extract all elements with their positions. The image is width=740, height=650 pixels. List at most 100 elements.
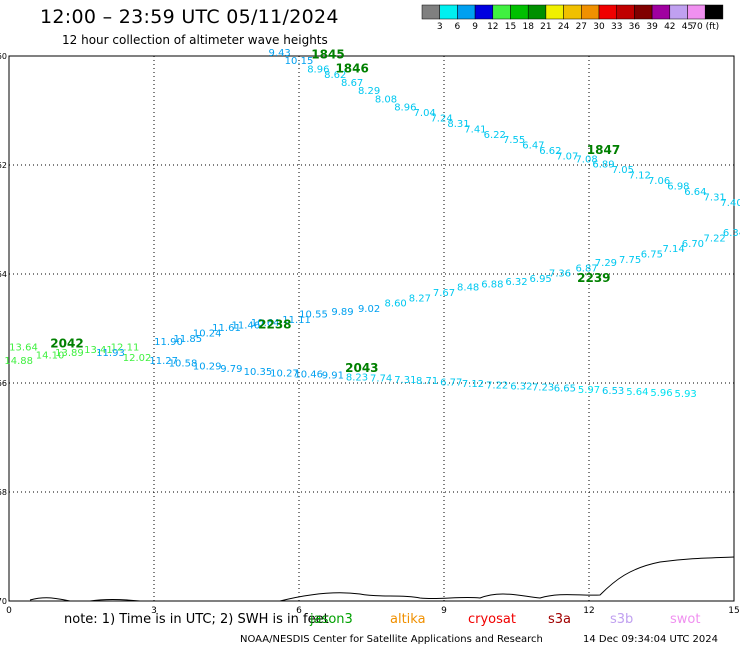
- wave-height-label: 7.06: [648, 176, 670, 187]
- wave-height-label: 6.47: [522, 141, 544, 152]
- pass-time-label: 2238: [258, 318, 291, 332]
- colorbar-swatch: [527, 4, 547, 20]
- credit-line: NOAA/NESDIS Center for Satellite Applica…: [240, 634, 543, 645]
- colorbar-swatch: [457, 4, 476, 20]
- colorbar-label: 42: [664, 22, 675, 32]
- wave-height-label: 6.53: [602, 386, 624, 397]
- wave-height-label: 7.40: [720, 198, 740, 209]
- wave-height-label: 5.93: [675, 389, 697, 400]
- wave-height-label: 8.27: [409, 293, 431, 304]
- wave-height-label: 7.14: [662, 244, 684, 255]
- colorbar-swatch: [581, 4, 600, 20]
- colorbar-swatch: [704, 4, 724, 20]
- colorbar-label: 45: [682, 22, 693, 32]
- colorbar-label: 3: [437, 22, 443, 32]
- colorbar-label: 6: [455, 22, 461, 32]
- pass-time-label: 2042: [50, 337, 83, 351]
- map-grid: [9, 56, 734, 601]
- wave-height-label: 8.96: [394, 103, 416, 114]
- wave-height-label: 9.02: [358, 304, 380, 315]
- colorbar-label: 21: [540, 22, 551, 32]
- wave-height-label: 8.31: [447, 119, 469, 130]
- colorbar-label: 27: [576, 22, 587, 32]
- wave-height-label: 6.34: [723, 228, 740, 239]
- wave-height-label: 5.64: [626, 387, 648, 398]
- y-tick-label: -66: [0, 379, 7, 388]
- wave-height-label: 8.60: [385, 299, 407, 310]
- map-title: 12:00 – 23:59 UTC 05/11/2024: [40, 6, 339, 28]
- wave-height-label: 7.12: [462, 379, 484, 390]
- wave-height-label: 6.70: [682, 239, 704, 250]
- wave-height-label: 7.05: [612, 165, 634, 176]
- wave-height-label: 8.08: [375, 94, 397, 105]
- wave-height-label: 8.29: [358, 86, 380, 97]
- wave-height-label: 8.96: [307, 64, 329, 75]
- wave-height-label: 7.67: [433, 288, 455, 299]
- wave-height-label: 8.23: [346, 372, 368, 383]
- wave-height-label: 8.62: [324, 70, 346, 81]
- wave-height-label: 7.24: [430, 113, 452, 124]
- wave-height-label: 13.41: [84, 345, 113, 356]
- wave-height-label: 6.62: [539, 146, 561, 157]
- wave-height-label: 7.29: [595, 258, 617, 269]
- y-tick-label: -68: [0, 488, 7, 497]
- colorbar-swatch: [492, 4, 511, 20]
- y-tick-label: -60: [0, 52, 7, 61]
- pass-time-label: 2043: [345, 361, 378, 375]
- colorbar-swatch: [545, 4, 564, 20]
- wave-height-label: 10.29: [193, 361, 222, 372]
- wave-height-label: 7.23: [532, 383, 554, 394]
- wave-height-label: 13.89: [55, 348, 84, 359]
- colorbar-swatch: [439, 4, 458, 20]
- wave-height-label: 7.55: [503, 135, 525, 146]
- coastline: [29, 556, 735, 602]
- wave-height-label: 6.98: [667, 182, 689, 193]
- wave-height-label: 11.46: [232, 321, 261, 332]
- wave-height-label: 9.43: [269, 48, 291, 59]
- colorbar-label: 15: [505, 22, 516, 32]
- wave-height-label: 7.12: [629, 171, 651, 182]
- wave-height-label: 7.41: [464, 124, 486, 135]
- satellite-legend-s3a: s3a: [548, 612, 572, 627]
- wave-height-label: 7.07: [556, 152, 578, 163]
- wave-height-label: 6.95: [530, 274, 552, 285]
- pass-time-label: 2239: [577, 271, 610, 285]
- colorbar-swatch: [634, 4, 653, 20]
- y-tick-label: -62: [0, 161, 7, 170]
- pass-time-label: 1847: [587, 143, 620, 157]
- colorbar-label: 36: [629, 22, 641, 32]
- wave-height-label: 5.96: [650, 388, 672, 399]
- x-tick-label: 9: [441, 606, 447, 616]
- colorbar-swatch: [687, 4, 706, 20]
- wave-height-label: 6.88: [481, 280, 503, 291]
- y-tick-label: -64: [0, 270, 7, 279]
- wave-height-label: 8.67: [341, 78, 363, 89]
- wave-height-label: 14.10: [36, 350, 65, 361]
- wave-height-label: 6.64: [684, 187, 706, 198]
- footer-note: note: 1) Time is in UTC; 2) SWH is in fe…: [64, 612, 329, 627]
- colorbar-label: 33: [611, 22, 622, 32]
- wave-height-label: 10.27: [270, 368, 299, 379]
- wave-height-label: 12.11: [111, 342, 140, 353]
- wave-height-label: 7.31: [394, 375, 416, 386]
- map-subtitle: 12 hour collection of altimeter wave hei…: [62, 33, 328, 47]
- wave-height-label: 10.24: [193, 329, 222, 340]
- satellite-legend-swot: swot: [670, 612, 701, 627]
- wave-height-label: 10.46: [294, 370, 323, 381]
- wave-height-label: 6.32: [510, 382, 532, 393]
- wave-height-label: 10.15: [285, 56, 314, 67]
- wave-height-label: 7.22: [486, 380, 508, 391]
- wave-height-label: 6.77: [440, 378, 462, 389]
- colorbar-label: 70 (ft): [691, 22, 719, 32]
- wave-height-label: 11.61: [212, 323, 241, 334]
- satellite-legend-s3b: s3b: [610, 612, 634, 627]
- colorbar-label: 18: [522, 22, 534, 32]
- wave-height-label: 7.31: [704, 192, 726, 203]
- wave-height-label: 8.71: [416, 376, 438, 387]
- wave-height-label: 5.97: [578, 385, 600, 396]
- x-tick-label: 15: [728, 606, 739, 616]
- colorbar-swatch: [474, 4, 494, 20]
- timestamp: 14 Dec 09:34:04 UTC 2024: [583, 634, 718, 645]
